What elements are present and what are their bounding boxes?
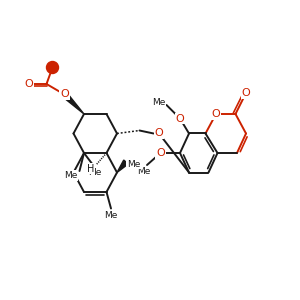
Text: O: O [212, 109, 220, 119]
Text: Me: Me [64, 171, 77, 180]
Text: Me: Me [88, 168, 101, 177]
Text: Me: Me [152, 98, 166, 107]
Polygon shape [62, 92, 84, 114]
Text: Me: Me [104, 211, 118, 220]
Text: H: H [87, 164, 94, 174]
Text: O: O [60, 89, 69, 100]
Text: O: O [24, 79, 33, 89]
Circle shape [46, 61, 58, 74]
Text: Me: Me [137, 167, 151, 176]
Text: Me: Me [127, 160, 140, 169]
Text: O: O [176, 113, 184, 124]
Text: O: O [156, 148, 165, 158]
Polygon shape [117, 160, 128, 172]
Text: O: O [242, 88, 250, 98]
Text: O: O [154, 128, 164, 139]
